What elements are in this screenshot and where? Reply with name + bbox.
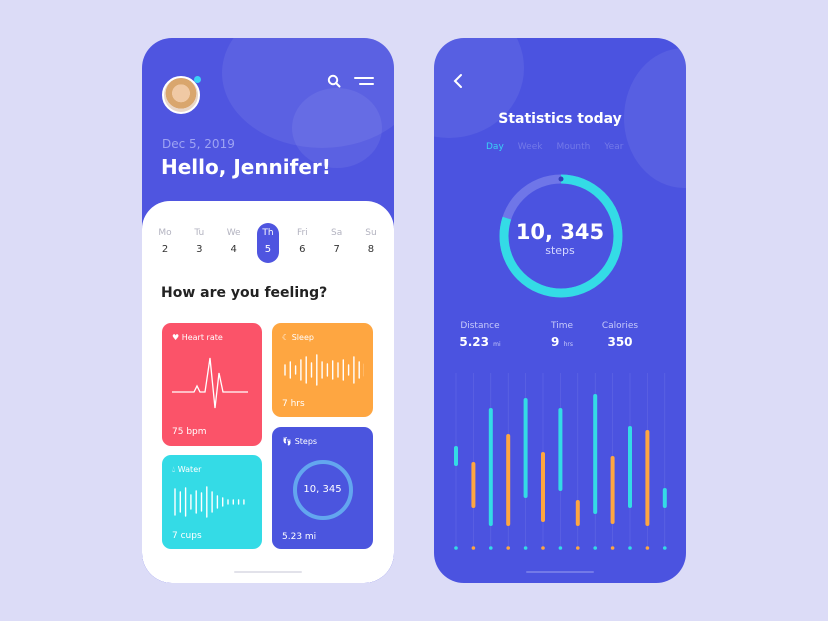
section-title: How are you feeling? (161, 285, 328, 301)
water-card[interactable]: 💧︎ Water 7 cups (162, 455, 262, 549)
stat-label: Time (550, 321, 574, 331)
tab-day[interactable]: Day (486, 142, 504, 152)
stat-value: 9 hrs (551, 335, 573, 349)
heart-rate-value: 75 bpm (172, 427, 207, 437)
day-number: 2 (161, 244, 169, 255)
chart-dot (489, 546, 493, 550)
day-sa[interactable]: Sa 7 (326, 223, 348, 263)
chart-dot (663, 546, 667, 550)
online-indicator (194, 76, 201, 83)
chart-dot (593, 546, 597, 550)
stat-calories: Calories 350 (590, 321, 650, 349)
stat-label: Distance (460, 321, 500, 331)
day-name: We (226, 228, 241, 238)
sleep-value: 7 hrs (282, 399, 305, 409)
chart-dot (541, 546, 545, 550)
day-name: Fri (296, 228, 308, 238)
page-title: Statistics today (498, 111, 622, 127)
avatar[interactable] (162, 76, 200, 114)
day-number: 3 (196, 244, 203, 255)
day-su[interactable]: Su 8 (360, 223, 382, 263)
steps-card[interactable]: 👣︎ Steps 10, 345 5.23 mi (272, 427, 373, 549)
day-name: Th (262, 228, 274, 238)
menu-icon[interactable] (354, 76, 374, 86)
day-number: 6 (299, 244, 306, 255)
heart-rate-graph (172, 357, 248, 409)
chart-dot (558, 546, 563, 550)
statistics-screen: Statistics today Day Week Mounth Year 10, 3… (434, 38, 686, 583)
chart-dot (471, 546, 476, 550)
back-chevron-icon[interactable] (452, 73, 464, 89)
sleep-graph (284, 354, 364, 386)
home-screen: Dec 5, 2019 Hello, Jennifer! Mo 2 Tu 3 We 4 Th… (142, 38, 394, 583)
day-number: 5 (264, 244, 272, 255)
chart-dot (610, 546, 615, 550)
day-number: 4 (230, 244, 237, 255)
stat-label: Calories (601, 321, 639, 331)
day-mo[interactable]: Mo 2 (154, 223, 176, 263)
tab-week[interactable]: Week (517, 142, 543, 152)
greeting: Hello, Jennifer! (161, 155, 331, 179)
day-tu[interactable]: Tu 3 (188, 223, 210, 263)
day-th[interactable]: Th 5 (256, 223, 279, 263)
period-tabs: Day Week Mounth Year (486, 142, 623, 152)
home-indicator (526, 571, 594, 573)
steps-progress-ring (499, 174, 623, 298)
day-name: Mo (158, 228, 172, 238)
steps-label: steps (545, 244, 575, 257)
water-graph (174, 486, 245, 518)
water-title: 💧︎ Water (172, 465, 202, 474)
water-value: 7 cups (172, 531, 202, 541)
stat-distance: Distance 5.23 mi (450, 321, 510, 349)
heart-rate-title: ♥ Heart rate (172, 333, 223, 342)
home-indicator (234, 571, 302, 573)
ring-handle (558, 176, 564, 182)
sleep-card[interactable]: ☾ Sleep 7 hrs (272, 323, 373, 417)
sleep-title: ☾ Sleep (282, 333, 314, 342)
chart-dot (628, 546, 632, 550)
steps-distance: 5.23 mi (282, 532, 317, 542)
day-name: Tu (194, 228, 205, 238)
chart-dot (645, 546, 650, 550)
day-name: Sa (331, 228, 343, 238)
day-number: 7 (333, 244, 340, 255)
day-fri[interactable]: Fri 6 (291, 223, 313, 263)
stat-value: 5.23 mi (459, 335, 501, 349)
chart-dot (454, 546, 458, 550)
chart-dot (576, 546, 580, 550)
stat-time: Time 9 hrs (532, 321, 592, 349)
chart-dot (523, 546, 528, 550)
day-we[interactable]: We 4 (223, 223, 245, 263)
steps-count: 10, 345 (515, 220, 605, 244)
chart-dot (506, 546, 510, 550)
tab-year[interactable]: Year (604, 142, 624, 152)
heart-rate-card[interactable]: ♥ Heart rate 75 bpm (162, 323, 262, 446)
search-icon[interactable] (327, 74, 341, 88)
stat-value: 350 (607, 335, 633, 349)
tab-mounth[interactable]: Mounth (556, 142, 591, 152)
content-sheet: Mo 2 Tu 3 We 4 Th 5 Fri 6 Sa 7 Su 8 How are you feeli… (142, 201, 394, 583)
day-picker: Mo 2 Tu 3 We 4 Th 5 Fri 6 Sa 7 Su 8 (154, 223, 382, 263)
steps-ring (293, 460, 353, 520)
activity-chart (454, 373, 667, 550)
day-number: 8 (367, 244, 375, 255)
steps-ring-value: 10, 345 (303, 484, 342, 495)
date: Dec 5, 2019 (162, 137, 235, 151)
steps-title: 👣︎ Steps (282, 437, 318, 446)
day-name: Su (365, 228, 377, 238)
